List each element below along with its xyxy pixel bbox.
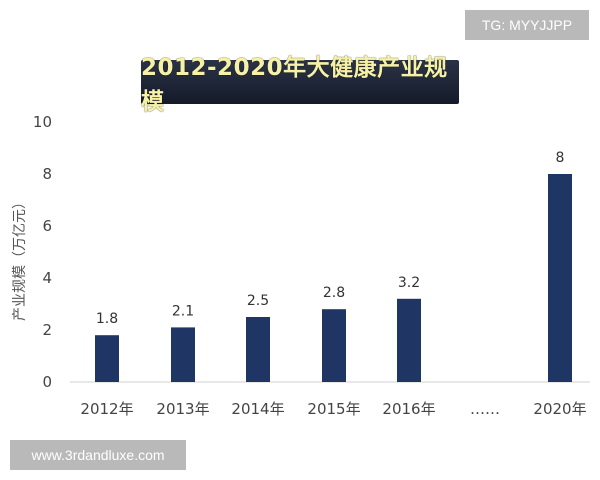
x-axis-ticks: 2012年 2013年 2014年 2015年 2016年 …… 2020年 — [80, 400, 586, 418]
bars — [95, 174, 572, 382]
y-axis-label: 产业规模（万亿元） — [12, 195, 28, 321]
watermark-bottom-text: www.3rdandluxe.com — [31, 447, 165, 463]
y-tick-label: 2 — [42, 321, 52, 339]
x-tick-label: 2020年 — [533, 400, 586, 418]
y-axis-ticks: 0 2 4 6 8 10 — [33, 113, 52, 391]
y-tick-label: 6 — [42, 217, 52, 235]
data-label: 2.8 — [323, 285, 345, 301]
data-label: 1.8 — [96, 311, 118, 327]
x-tick-label: 2013年 — [156, 400, 209, 418]
bar — [246, 317, 270, 382]
y-tick-label: 0 — [42, 373, 52, 391]
watermark-bottom: www.3rdandluxe.com — [10, 440, 186, 470]
data-label: 8 — [556, 150, 565, 166]
chart-title: 2012-2020年大健康产业规模 — [141, 55, 448, 115]
data-labels: 1.8 2.1 2.5 2.8 3.2 8 — [96, 150, 565, 327]
data-label: 2.5 — [247, 293, 269, 309]
watermark-top-text: TG: MYYJJPP — [481, 17, 573, 33]
y-axis-label-group: 产业规模（万亿元） — [12, 195, 28, 321]
x-tick-label: …… — [470, 400, 500, 418]
bar — [548, 174, 572, 382]
bar — [322, 309, 346, 382]
data-label: 2.1 — [172, 303, 194, 319]
data-label: 3.2 — [398, 275, 420, 291]
y-tick-label: 4 — [42, 269, 52, 287]
x-tick-label: 2016年 — [382, 400, 435, 418]
x-tick-label: 2012年 — [80, 400, 133, 418]
x-tick-label: 2014年 — [231, 400, 284, 418]
bar — [397, 298, 421, 382]
x-tick-label: 2015年 — [307, 400, 360, 418]
chart-title-banner: 2012-2020年大健康产业规模 — [141, 55, 459, 115]
bar — [171, 327, 195, 382]
bar — [95, 335, 119, 382]
y-tick-label: 8 — [42, 165, 52, 183]
y-tick-label: 10 — [33, 113, 52, 131]
watermark-top: TG: MYYJJPP — [465, 10, 589, 40]
